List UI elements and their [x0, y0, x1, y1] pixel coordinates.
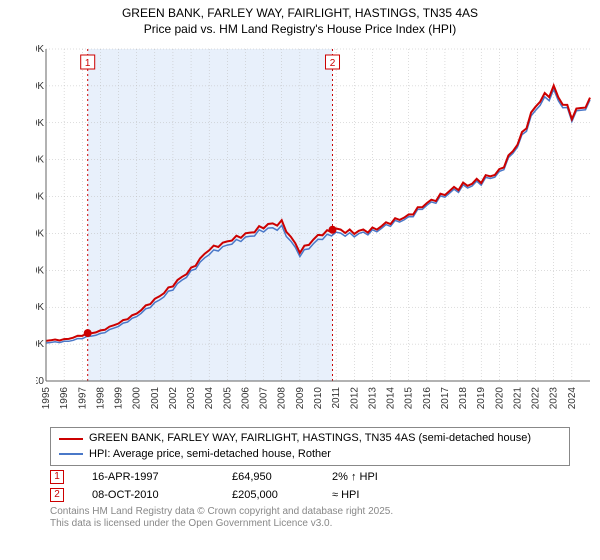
sale-price: £64,950	[232, 471, 332, 483]
sale-row: 2 08-OCT-2010 £205,000 ≈ HPI	[50, 488, 590, 502]
svg-text:2008: 2008	[277, 387, 288, 410]
chart-title-line2: Price paid vs. HM Land Registry's House …	[10, 22, 590, 38]
svg-text:£100K: £100K	[36, 302, 44, 313]
sale-price: £205,000	[232, 489, 332, 501]
svg-text:1995: 1995	[41, 387, 52, 410]
svg-text:2013: 2013	[367, 387, 378, 410]
svg-text:2014: 2014	[386, 387, 397, 410]
svg-text:2017: 2017	[440, 387, 451, 410]
svg-text:2003: 2003	[186, 387, 197, 410]
svg-text:£450K: £450K	[36, 44, 44, 55]
legend-swatch	[59, 438, 83, 440]
footer-line: This data is licensed under the Open Gov…	[50, 518, 590, 530]
svg-text:£0: £0	[36, 376, 44, 387]
sale-row: 1 16-APR-1997 £64,950 2% ↑ HPI	[50, 470, 590, 484]
svg-text:2006: 2006	[240, 387, 251, 410]
svg-text:1997: 1997	[77, 387, 88, 410]
svg-text:2009: 2009	[295, 387, 306, 410]
plot-area: £0 £50K £100K £150K £200K £250K £300K £350K £400…	[36, 43, 596, 423]
svg-text:1999: 1999	[114, 387, 125, 410]
svg-text:£350K: £350K	[36, 118, 44, 129]
legend-item: HPI: Average price, semi-detached house,…	[59, 447, 561, 462]
sale-num: 1	[54, 471, 60, 482]
sale-num: 2	[54, 489, 60, 500]
sale-date: 16-APR-1997	[92, 471, 232, 483]
chart-title-line1: GREEN BANK, FARLEY WAY, FAIRLIGHT, HASTI…	[10, 6, 590, 22]
chart-container: GREEN BANK, FARLEY WAY, FAIRLIGHT, HASTI…	[0, 0, 600, 560]
svg-text:2001: 2001	[150, 387, 161, 410]
svg-text:2022: 2022	[531, 387, 542, 410]
footer-note: Contains HM Land Registry data © Crown c…	[50, 506, 590, 530]
svg-text:2018: 2018	[458, 387, 469, 410]
svg-text:2015: 2015	[404, 387, 415, 410]
legend-swatch	[59, 453, 83, 455]
svg-text:£250K: £250K	[36, 192, 44, 203]
svg-text:2019: 2019	[476, 387, 487, 410]
svg-text:2012: 2012	[349, 387, 360, 410]
legend-item: GREEN BANK, FARLEY WAY, FAIRLIGHT, HASTI…	[59, 431, 561, 446]
sale-marker: 1	[50, 470, 64, 484]
legend-label: HPI: Average price, semi-detached house,…	[89, 447, 331, 462]
sale-hpi: ≈ HPI	[332, 489, 359, 501]
svg-text:£150K: £150K	[36, 266, 44, 277]
svg-text:£400K: £400K	[36, 81, 44, 92]
legend-label: GREEN BANK, FARLEY WAY, FAIRLIGHT, HASTI…	[89, 431, 531, 446]
svg-text:1: 1	[85, 58, 91, 69]
svg-text:2020: 2020	[494, 387, 505, 410]
svg-text:2021: 2021	[512, 387, 523, 410]
legend-box: GREEN BANK, FARLEY WAY, FAIRLIGHT, HASTI…	[50, 427, 570, 466]
chart-svg: £0 £50K £100K £150K £200K £250K £300K £350K £400…	[36, 43, 596, 423]
sale-hpi: 2% ↑ HPI	[332, 471, 378, 483]
svg-text:£300K: £300K	[36, 155, 44, 166]
footer-line: Contains HM Land Registry data © Crown c…	[50, 506, 590, 518]
svg-text:2005: 2005	[222, 387, 233, 410]
svg-text:2004: 2004	[204, 387, 215, 410]
svg-text:2: 2	[330, 58, 336, 69]
svg-text:2000: 2000	[132, 387, 143, 410]
svg-text:2010: 2010	[313, 387, 324, 410]
svg-text:2023: 2023	[549, 387, 560, 410]
svg-text:2024: 2024	[567, 387, 578, 410]
svg-text:2011: 2011	[331, 387, 342, 409]
svg-text:2016: 2016	[422, 387, 433, 410]
svg-text:2002: 2002	[168, 387, 179, 410]
svg-text:1996: 1996	[59, 387, 70, 410]
svg-text:£200K: £200K	[36, 229, 44, 240]
svg-text:£50K: £50K	[36, 339, 44, 350]
svg-text:1998: 1998	[95, 387, 106, 410]
sale-marker: 2	[50, 488, 64, 502]
sale-date: 08-OCT-2010	[92, 489, 232, 501]
svg-text:2007: 2007	[259, 387, 270, 410]
